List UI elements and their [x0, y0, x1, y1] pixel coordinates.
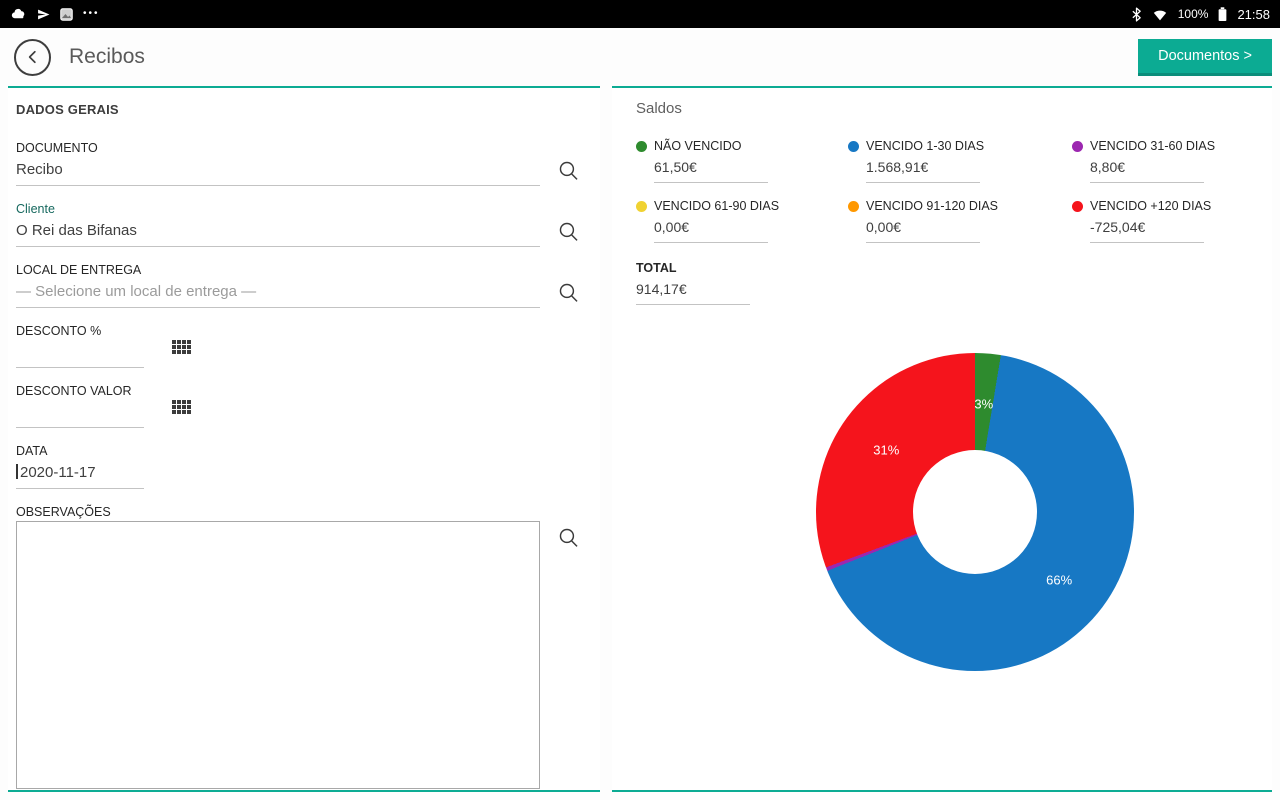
legend-value: -725,04€: [1090, 214, 1204, 243]
legend-dot-yellow: [636, 201, 647, 212]
screenshot-icon: [60, 7, 73, 21]
data-label: DATA: [16, 444, 48, 458]
status-bar-left: •••: [10, 7, 100, 21]
donut-percent-labels: 3% 66% 31%: [816, 353, 1134, 671]
total-value: 914,17€: [636, 276, 750, 305]
legend-dot-blue: [848, 141, 859, 152]
text-cursor: [16, 464, 18, 479]
status-bar-right: 100% 21:58: [1131, 7, 1270, 22]
local-entrega-label: LOCAL DE ENTREGA: [16, 263, 142, 277]
desconto-pct-label: DESCONTO %: [16, 324, 102, 338]
saldos-title: Saldos: [636, 100, 682, 117]
legend-item-vencido-120-plus: VENCIDO +120 DIAS -725,04€: [1072, 199, 1256, 243]
legend-dot-orange: [848, 201, 859, 212]
battery-percent: 100%: [1177, 7, 1209, 21]
status-bar: ••• 100% 21:58: [0, 0, 1280, 28]
pie-percent-label: 31%: [873, 442, 900, 458]
observacoes-label: OBSERVAÇÕES: [16, 505, 111, 519]
keypad-icon[interactable]: [172, 340, 192, 355]
dados-gerais-title: DADOS GERAIS: [16, 102, 119, 117]
legend-dot-red: [1072, 201, 1083, 212]
documento-label: DOCUMENTO: [16, 141, 98, 155]
dados-gerais-panel: DADOS GERAIS DOCUMENTO Recibo Cliente O …: [8, 86, 600, 792]
legend-label: VENCIDO +120 DIAS: [1090, 199, 1212, 213]
desconto-pct-input[interactable]: [16, 340, 144, 368]
back-arrow-icon: [28, 50, 36, 64]
pie-percent-label: 3%: [974, 396, 994, 412]
legend-item-vencido-61-90: VENCIDO 61-90 DIAS 0,00€: [636, 199, 848, 243]
field-local-entrega: LOCAL DE ENTREGA — Selecione um local de…: [16, 263, 592, 308]
clock: 21:58: [1237, 6, 1270, 22]
legend-value: 61,50€: [654, 154, 768, 183]
legend-label: NÃO VENCIDO: [654, 139, 742, 153]
legend-value: 8,80€: [1090, 154, 1204, 183]
search-icon[interactable]: [556, 158, 581, 183]
page-title: Recibos: [69, 45, 145, 68]
saldos-panel: Saldos NÃO VENCIDO 61,50€ VENCIDO 1-30 D…: [612, 86, 1272, 792]
total-block: TOTAL 914,17€: [636, 261, 1256, 305]
search-icon[interactable]: [556, 525, 581, 550]
field-desconto-valor: DESCONTO VALOR: [16, 384, 592, 428]
field-observacoes: OBSERVAÇÕES: [16, 505, 592, 789]
main-content: DADOS GERAIS DOCUMENTO Recibo Cliente O …: [8, 86, 1272, 792]
total-label: TOTAL: [636, 261, 677, 275]
bluetooth-icon: [1132, 6, 1141, 22]
legend-item-vencido-1-30: VENCIDO 1-30 DIAS 1.568,91€: [848, 139, 1072, 183]
legend-item-nao-vencido: NÃO VENCIDO 61,50€: [636, 139, 848, 183]
legend-label: VENCIDO 1-30 DIAS: [866, 139, 985, 153]
data-value: 2020-11-17: [20, 464, 96, 481]
back-button[interactable]: [14, 38, 51, 76]
desconto-valor-label: DESCONTO VALOR: [16, 384, 132, 398]
pie-percent-label: 66%: [1046, 572, 1073, 588]
desconto-valor-input[interactable]: [16, 400, 144, 428]
search-icon[interactable]: [556, 219, 581, 244]
battery-icon: [1219, 6, 1227, 21]
saldos-donut-chart: 3% 66% 31%: [816, 353, 1134, 671]
legend-item-vencido-31-60: VENCIDO 31-60 DIAS 8,80€: [1072, 139, 1256, 183]
legend-label: VENCIDO 61-90 DIAS: [654, 199, 780, 213]
legend-value: 0,00€: [654, 214, 768, 243]
data-input[interactable]: 2020-11-17: [16, 460, 144, 489]
legend-dot-green: [636, 141, 647, 152]
donut-hole: [913, 450, 1037, 574]
app-header: Recibos Documentos >: [0, 28, 1280, 86]
documentos-button[interactable]: Documentos >: [1138, 38, 1272, 76]
legend-value: 1.568,91€: [866, 154, 980, 183]
cloud-icon: [11, 8, 25, 19]
legend-label: VENCIDO 31-60 DIAS: [1090, 139, 1216, 153]
wifi-icon: [1153, 10, 1166, 20]
saldos-legend: NÃO VENCIDO 61,50€ VENCIDO 1-30 DIAS 1.5…: [636, 139, 1256, 243]
cliente-label: Cliente: [16, 202, 55, 216]
legend-value: 0,00€: [866, 214, 980, 243]
keypad-icon[interactable]: [172, 400, 192, 415]
field-desconto-pct: DESCONTO %: [16, 324, 592, 368]
field-documento: DOCUMENTO Recibo: [16, 141, 592, 186]
documento-input[interactable]: Recibo: [16, 157, 540, 186]
field-cliente: Cliente O Rei das Bifanas: [16, 202, 592, 247]
location-icon: [38, 9, 50, 19]
search-icon[interactable]: [556, 280, 581, 305]
legend-item-vencido-91-120: VENCIDO 91-120 DIAS 0,00€: [848, 199, 1072, 243]
legend-dot-purple: [1072, 141, 1083, 152]
legend-label: VENCIDO 91-120 DIAS: [866, 199, 998, 213]
observacoes-textarea[interactable]: [16, 521, 540, 789]
cliente-input[interactable]: O Rei das Bifanas: [16, 218, 540, 247]
field-data: DATA 2020-11-17: [16, 444, 592, 489]
overflow-icon: •••: [83, 8, 100, 19]
local-entrega-input[interactable]: — Selecione um local de entrega —: [16, 279, 540, 308]
